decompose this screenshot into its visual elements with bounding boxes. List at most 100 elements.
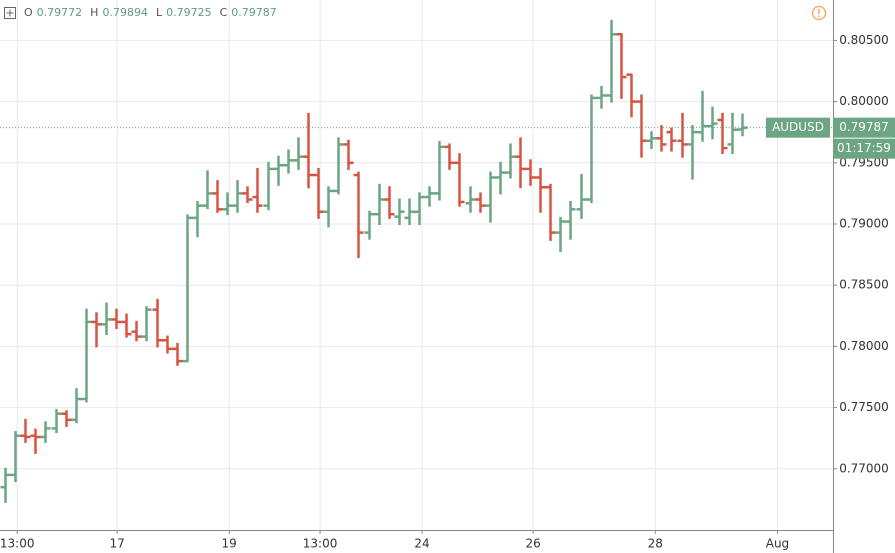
- ohlc-bar: [565, 200, 576, 240]
- header-label: C: [219, 6, 228, 19]
- ohlc-bar: [91, 312, 102, 348]
- ohlc-bar: [61, 410, 72, 427]
- ohlc-bar: [313, 167, 324, 219]
- ohlc-bar: [101, 302, 112, 336]
- header-label: L: [155, 6, 163, 19]
- ohlc-bar: [374, 183, 385, 225]
- y-tick-label: 0.80500: [839, 33, 889, 47]
- ohlc-bar: [576, 174, 587, 219]
- ohlc-bar: [656, 125, 667, 152]
- ohlc-bar: [162, 335, 173, 354]
- ohlc-bar: [30, 428, 41, 454]
- ohlc-bar: [263, 161, 274, 211]
- ohlc-bar: [0, 467, 11, 503]
- header-value: 0.79772: [36, 6, 83, 19]
- ohlc-bar: [121, 313, 132, 338]
- ohlc-bar: [606, 19, 617, 103]
- ohlc-bar: [222, 192, 233, 216]
- ohlc-bar: [333, 137, 344, 195]
- ohlc-header: O 0.79772 H 0.79894 L 0.79725 C 0.79787: [4, 6, 277, 19]
- y-tick-label: 0.79000: [839, 216, 889, 230]
- ohlc-bar: [454, 153, 465, 207]
- ohlc-bar: [111, 308, 122, 330]
- ohlc-bar: [475, 192, 486, 213]
- symbol-label: AUDUSD: [772, 120, 824, 134]
- ohlc-bar: [152, 298, 163, 348]
- ohlc-bar: [283, 149, 294, 174]
- grid: [0, 0, 833, 530]
- ohlc-bar: [636, 94, 647, 158]
- countdown-box: [833, 138, 895, 159]
- ohlc-bar: [343, 139, 354, 170]
- header-label: O: [24, 6, 33, 19]
- axes: 0.77000 0.77500 0.78000 0.78500 0.79000 0.795…: [0, 33, 895, 551]
- header-label: H: [90, 6, 99, 19]
- ohlc-bar: [717, 112, 728, 155]
- ohlc-bar: [273, 155, 284, 186]
- ohlc-bar: [404, 198, 415, 225]
- ohlc-bar: [525, 159, 536, 186]
- ohlc-bar: [697, 90, 708, 142]
- y-tick-label: 0.77000: [839, 461, 889, 475]
- alert-icon[interactable]: [811, 5, 827, 21]
- ohlc-bar: [384, 186, 395, 219]
- ohlc-bar: [81, 308, 92, 403]
- ohlc-bar: [515, 137, 526, 189]
- ohlc-bar: [545, 183, 556, 241]
- price-box: [833, 117, 895, 138]
- expand-icon[interactable]: [4, 6, 16, 19]
- ohlc-bar: [707, 106, 718, 140]
- y-tick-label: 0.79500: [839, 155, 889, 169]
- ohlc-bar: [353, 171, 364, 259]
- ohlc-bar: [555, 216, 566, 252]
- bars: [0, 19, 833, 503]
- y-tick-label: 0.80000: [839, 94, 889, 108]
- x-tick-label: 13:00: [0, 537, 34, 551]
- x-tick-label: 28: [648, 537, 663, 551]
- symbol-box: [766, 117, 830, 138]
- ohlc-bar: [666, 127, 677, 152]
- x-tick-label: 26: [525, 537, 540, 551]
- y-tick-label: 0.78500: [839, 278, 889, 292]
- ohlc-bar: [20, 418, 31, 443]
- ohlc-bar: [677, 112, 688, 158]
- ohlc-bar: [10, 431, 21, 483]
- ohlc-bar: [394, 198, 405, 225]
- ohlc-bar: [535, 167, 546, 213]
- ohlc-bar: [252, 167, 263, 213]
- ohlc-bar: [626, 73, 637, 118]
- ohlc-bar: [71, 388, 82, 424]
- ohlc-bar: [424, 186, 435, 207]
- y-tick-label: 0.77500: [839, 400, 889, 414]
- ohlc-bar: [212, 180, 223, 213]
- header-value: 0.79894: [102, 6, 148, 19]
- ohlc-bar: [465, 186, 476, 213]
- ohlc-bar: [687, 125, 698, 180]
- ohlc-bar: [596, 85, 607, 109]
- ohlc-bar: [646, 131, 657, 150]
- ohlc-bar: [727, 112, 738, 155]
- ohlc-bar: [444, 143, 455, 170]
- x-tick-label: 19: [222, 537, 237, 551]
- ohlc-bar: [192, 200, 203, 238]
- ohlc-bar: [293, 137, 304, 170]
- ohlc-bar: [172, 342, 183, 366]
- x-tick-label: 13:00: [303, 537, 338, 551]
- ohlc-bar: [323, 186, 334, 228]
- ohlc-bar: [737, 113, 748, 137]
- ohlc-bar: [202, 170, 213, 210]
- ohlc-bar: [232, 180, 243, 213]
- ohlc-bar: [485, 171, 496, 223]
- ohlc-bar: [616, 33, 627, 99]
- ohlc-bar: [141, 306, 152, 342]
- price-label: 0.79787: [839, 120, 889, 134]
- ohlc-bar: [40, 421, 51, 443]
- ohlc-bar: [364, 210, 375, 240]
- ohlc-bar: [242, 186, 253, 203]
- countdown-label: 01:17:59: [837, 141, 891, 155]
- x-tick-label: Aug: [766, 537, 789, 551]
- ohlc-bar: [586, 94, 597, 203]
- x-tick-label: 17: [109, 537, 124, 551]
